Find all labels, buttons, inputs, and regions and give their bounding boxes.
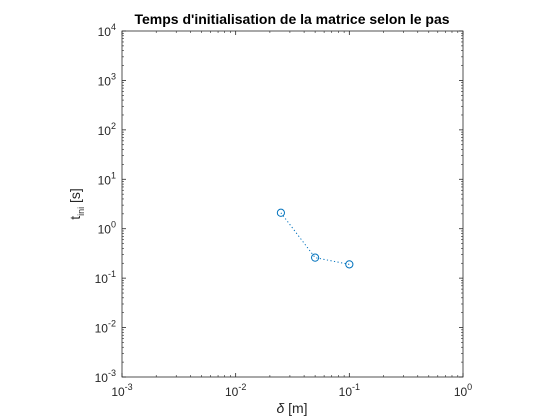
x-axis-unit: [m]: [284, 400, 307, 416]
y-axis-unit: [s]: [67, 188, 83, 207]
x-tick-label: 10-1: [339, 382, 360, 399]
x-tick-label: 10-2: [225, 382, 246, 399]
y-tick-label: 100: [98, 220, 116, 237]
x-tick-labels: 10-3 10-2 10-1 100: [111, 382, 472, 399]
y-axis-label: tini [s]: [67, 188, 86, 220]
y-axis-subscript: ini: [76, 207, 86, 216]
y-tick-label: 104: [98, 22, 116, 39]
data-point: [311, 253, 320, 262]
chart-title: Temps d'initialisation de la matrice sel…: [134, 11, 449, 27]
y-axis-base: t: [67, 216, 83, 220]
y-tick-label: 103: [98, 71, 116, 88]
plot-area: [122, 31, 463, 377]
x-axis-symbol: δ: [276, 400, 284, 416]
y-tick-label: 10-1: [95, 269, 116, 286]
x-tick-label: 10-3: [111, 382, 132, 399]
x-axis-label: δ [m]: [276, 400, 307, 416]
data-point: [276, 208, 285, 217]
series: [276, 208, 354, 269]
series-line: [280, 212, 350, 265]
x-tick-label: 100: [454, 382, 472, 399]
y-tick-label: 10-2: [95, 319, 116, 336]
y-tick-label: 101: [98, 170, 116, 187]
y-tick-labels: 10-3 10-2 10-1 100 101 102 103 104: [95, 22, 116, 385]
axes-box: [121, 30, 464, 378]
y-tick-label: 102: [98, 121, 116, 138]
data-point: [345, 260, 354, 269]
y-tick-label: 10-3: [95, 368, 116, 385]
